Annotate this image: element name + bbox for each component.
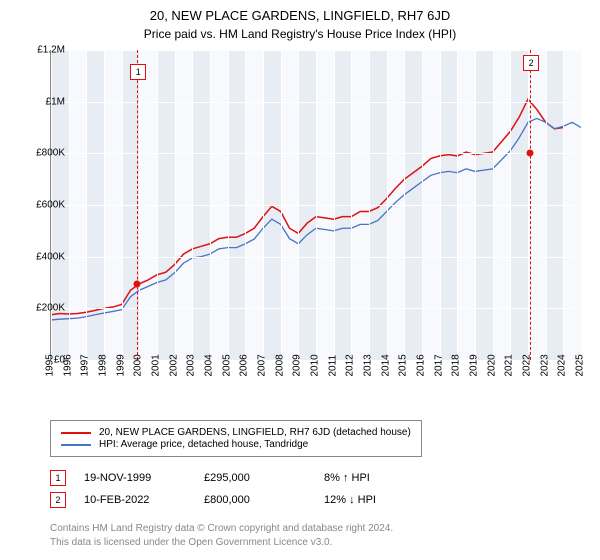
row-marker: 2: [50, 492, 66, 508]
x-axis-label: 2025: [575, 354, 586, 376]
x-axis-label: 2011: [327, 355, 338, 377]
plot-area: 12: [50, 50, 581, 361]
x-axis-label: 1995: [45, 354, 56, 376]
x-axis-label: 2009: [292, 354, 303, 376]
transaction-table: 1 19-NOV-1999 £295,000 8% ↑ HPI 2 10-FEB-2022…: [50, 470, 444, 514]
x-axis-label: 2010: [310, 354, 321, 376]
row-date: 10-FEB-2022: [84, 494, 174, 506]
transaction-point: [134, 280, 141, 287]
x-axis-label: 2005: [221, 354, 232, 376]
y-axis-label: £800K: [36, 148, 65, 159]
x-axis-label: 2018: [451, 354, 462, 376]
legend-swatch: [61, 444, 91, 446]
attribution: Contains HM Land Registry data © Crown c…: [50, 522, 393, 549]
y-axis-label: £1M: [46, 96, 65, 107]
row-delta: 12% ↓ HPI: [324, 494, 414, 506]
x-axis-label: 2017: [433, 354, 444, 376]
legend-label: HPI: Average price, detached house, Tand…: [99, 439, 308, 450]
y-axis-label: £400K: [36, 251, 65, 262]
chart-title: 20, NEW PLACE GARDENS, LINGFIELD, RH7 6J…: [0, 0, 600, 23]
x-axis-label: 2022: [522, 354, 533, 376]
legend-item: HPI: Average price, detached house, Tand…: [61, 439, 411, 450]
x-axis-label: 2004: [204, 354, 215, 376]
transaction-point: [527, 150, 534, 157]
marker-label: 1: [130, 64, 146, 80]
y-axis-label: £1.2M: [37, 45, 65, 56]
x-axis-label: 2019: [469, 354, 480, 376]
y-axis-label: £200K: [36, 303, 65, 314]
marker-label: 2: [523, 55, 539, 71]
x-axis-label: 2016: [416, 354, 427, 376]
x-axis-label: 2012: [345, 354, 356, 376]
x-axis-label: 2000: [133, 354, 144, 376]
x-axis-label: 1998: [98, 354, 109, 376]
row-marker: 1: [50, 470, 66, 486]
attribution-line: This data is licensed under the Open Gov…: [50, 536, 393, 550]
legend-swatch: [61, 432, 91, 434]
x-axis-label: 2020: [486, 354, 497, 376]
attribution-line: Contains HM Land Registry data © Crown c…: [50, 522, 393, 536]
x-axis-label: 2021: [504, 354, 515, 376]
x-axis-label: 2002: [168, 354, 179, 376]
x-axis-label: 2006: [239, 354, 250, 376]
row-price: £800,000: [204, 494, 294, 506]
row-price: £295,000: [204, 472, 294, 484]
x-axis-label: 2008: [274, 354, 285, 376]
table-row: 1 19-NOV-1999 £295,000 8% ↑ HPI: [50, 470, 444, 486]
legend-label: 20, NEW PLACE GARDENS, LINGFIELD, RH7 6J…: [99, 427, 411, 438]
chart-subtitle: Price paid vs. HM Land Registry's House …: [0, 23, 600, 47]
x-axis-label: 2007: [257, 354, 268, 376]
row-delta: 8% ↑ HPI: [324, 472, 414, 484]
x-axis-label: 2015: [398, 354, 409, 376]
x-axis-label: 1997: [80, 354, 91, 376]
x-axis-label: 2001: [151, 354, 162, 376]
x-axis-label: 1996: [62, 354, 73, 376]
x-axis-label: 2023: [539, 354, 550, 376]
chart-container: 20, NEW PLACE GARDENS, LINGFIELD, RH7 6J…: [0, 0, 600, 560]
x-axis-label: 2003: [186, 354, 197, 376]
y-axis-label: £600K: [36, 200, 65, 211]
series-line: [51, 99, 563, 315]
legend: 20, NEW PLACE GARDENS, LINGFIELD, RH7 6J…: [50, 420, 422, 457]
x-axis-label: 2014: [380, 354, 391, 376]
legend-item: 20, NEW PLACE GARDENS, LINGFIELD, RH7 6J…: [61, 427, 411, 438]
x-axis-label: 2024: [557, 354, 568, 376]
x-axis-label: 1999: [115, 354, 126, 376]
table-row: 2 10-FEB-2022 £800,000 12% ↓ HPI: [50, 492, 444, 508]
row-date: 19-NOV-1999: [84, 472, 174, 484]
x-axis-label: 2013: [363, 354, 374, 376]
